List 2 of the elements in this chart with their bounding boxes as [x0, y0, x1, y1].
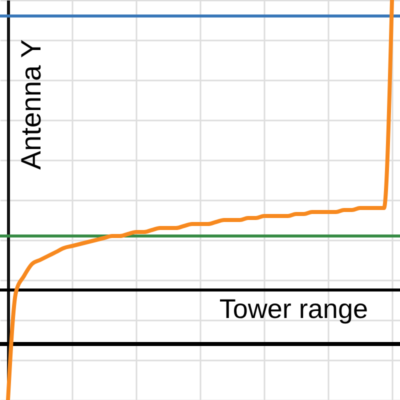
ref-line-label: Tower range — [219, 294, 368, 324]
y-axis-title: Antenna Y — [16, 39, 46, 170]
